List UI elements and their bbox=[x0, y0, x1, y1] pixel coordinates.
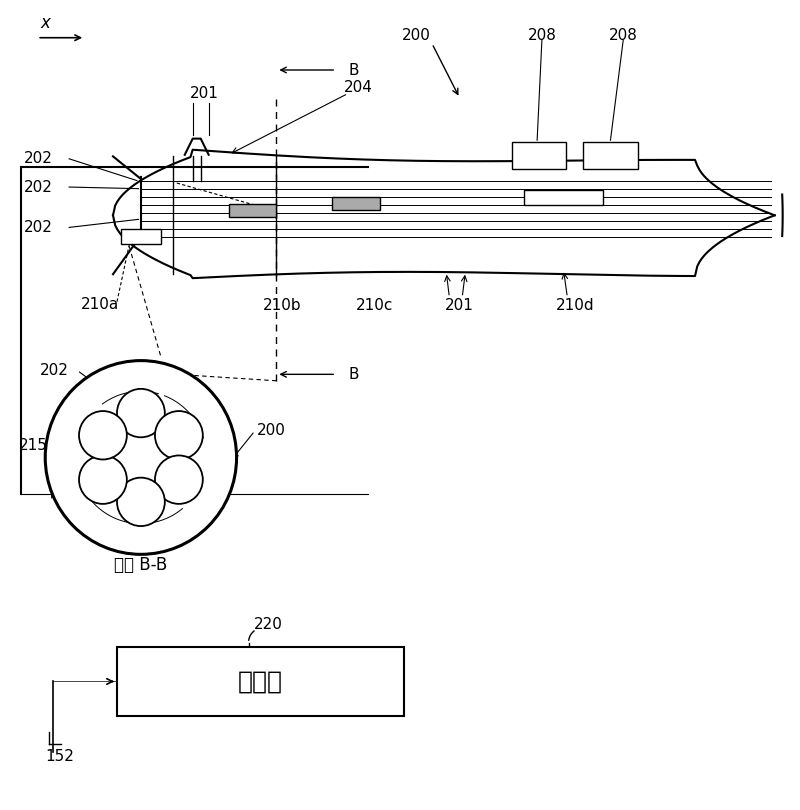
Text: 210c: 210c bbox=[356, 298, 393, 313]
Text: 202: 202 bbox=[153, 490, 182, 505]
Text: 202: 202 bbox=[40, 363, 69, 377]
Text: 200: 200 bbox=[402, 28, 430, 43]
Text: B: B bbox=[348, 367, 358, 382]
Circle shape bbox=[117, 478, 165, 526]
Text: 204: 204 bbox=[344, 80, 373, 96]
Text: 210a: 210a bbox=[81, 296, 119, 312]
Text: 210d: 210d bbox=[556, 298, 594, 313]
Text: 202: 202 bbox=[24, 180, 53, 194]
Text: 202: 202 bbox=[24, 151, 53, 166]
Bar bbox=[121, 229, 161, 244]
Text: B: B bbox=[348, 62, 358, 78]
Text: 控制台: 控制台 bbox=[238, 670, 283, 693]
Text: 201: 201 bbox=[446, 298, 474, 313]
Text: 208: 208 bbox=[527, 28, 556, 43]
Circle shape bbox=[79, 411, 127, 459]
Bar bbox=[583, 142, 638, 169]
Text: 截面 B-B: 截面 B-B bbox=[114, 556, 167, 573]
Circle shape bbox=[155, 455, 202, 504]
Bar bbox=[229, 204, 277, 217]
Bar bbox=[523, 190, 603, 205]
Text: 220: 220 bbox=[254, 617, 283, 632]
Text: 152: 152 bbox=[46, 748, 74, 764]
Text: 202: 202 bbox=[24, 220, 53, 235]
Bar bbox=[512, 142, 566, 169]
Bar bbox=[117, 647, 404, 716]
Circle shape bbox=[155, 411, 202, 459]
Text: 210b: 210b bbox=[262, 298, 302, 313]
Bar bbox=[332, 197, 380, 210]
Circle shape bbox=[79, 455, 127, 504]
Text: 208: 208 bbox=[609, 28, 638, 43]
Text: 201: 201 bbox=[190, 87, 219, 101]
Text: x: x bbox=[40, 14, 50, 32]
Circle shape bbox=[46, 360, 237, 554]
Text: 200: 200 bbox=[257, 424, 286, 438]
Circle shape bbox=[117, 389, 165, 437]
Text: 215: 215 bbox=[19, 438, 48, 453]
